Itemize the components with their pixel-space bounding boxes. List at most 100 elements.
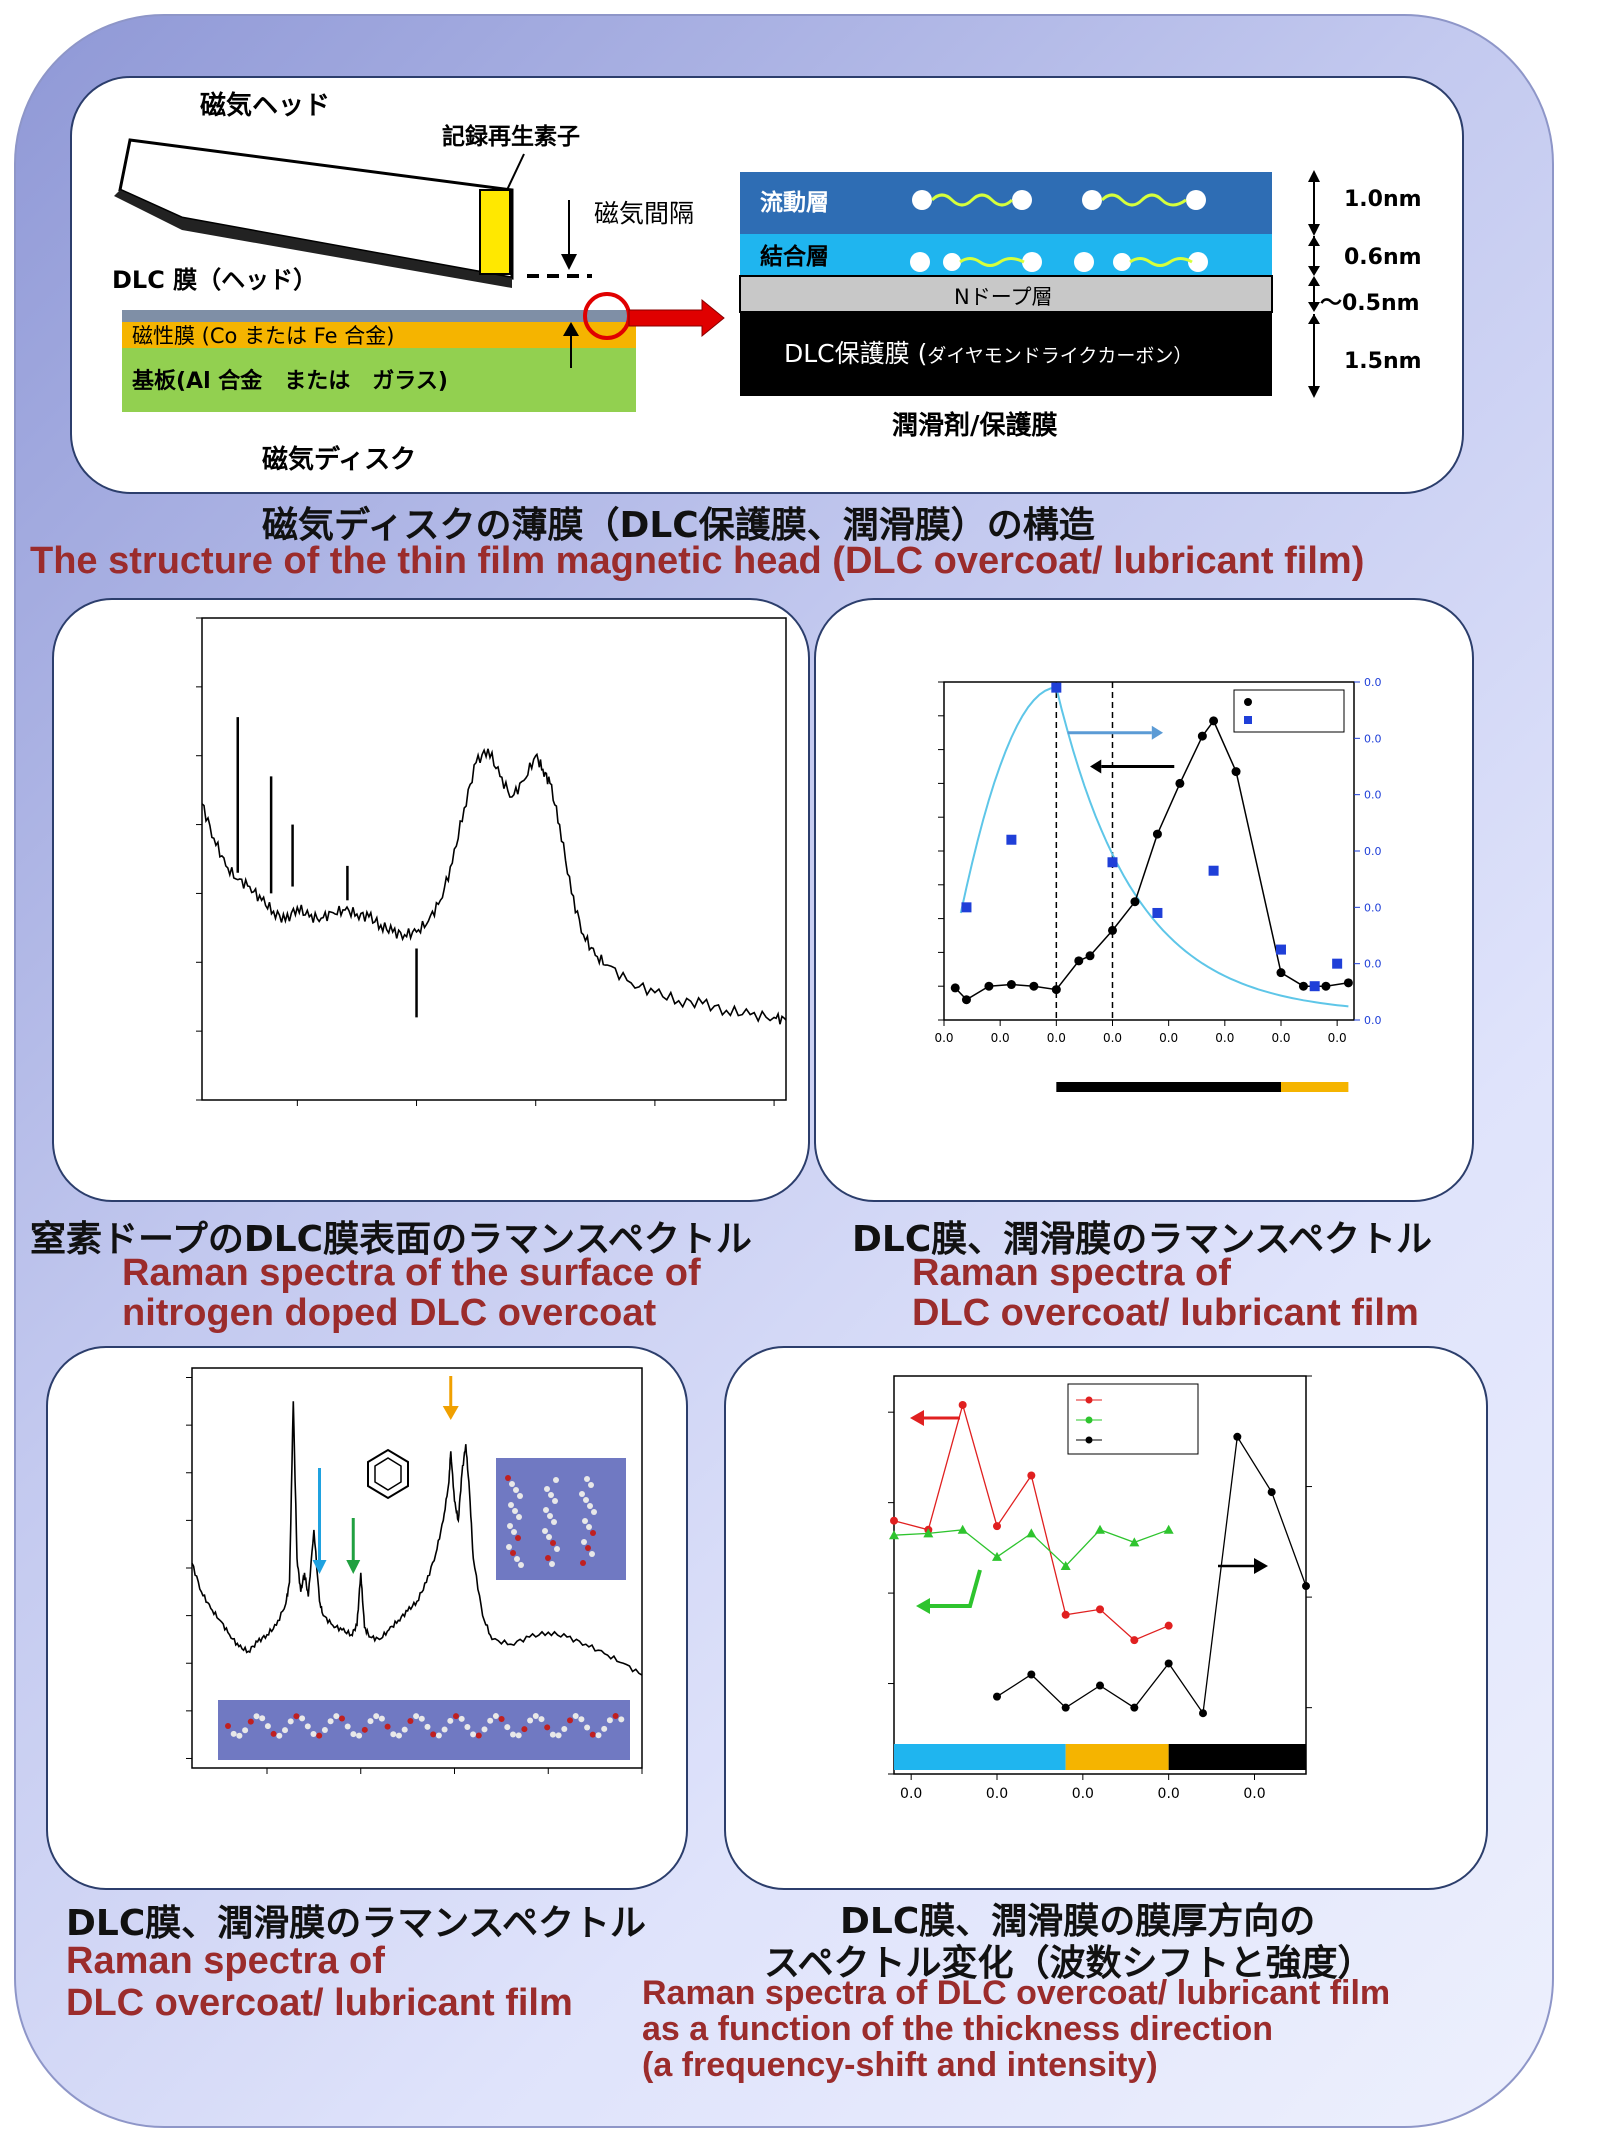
intensity-point — [1321, 981, 1331, 991]
molecule-atom — [546, 1534, 552, 1540]
chain-atom — [264, 1723, 271, 1730]
molecule-atom — [553, 1477, 559, 1483]
dlc-bar — [1056, 1082, 1281, 1092]
flow-layer-label: 流動層 — [760, 189, 829, 216]
molecule-atom — [543, 1507, 549, 1513]
molecule-atom — [589, 1551, 595, 1557]
ratio-point — [1309, 981, 1320, 992]
molecule-atom — [551, 1519, 557, 1525]
chain-atom — [424, 1723, 431, 1730]
blue-arrow-head — [312, 1560, 327, 1574]
dlc-head-label: DLC 膜（ヘッド） — [112, 266, 317, 294]
chain-atom — [470, 1731, 477, 1738]
intensity-point — [1051, 985, 1061, 995]
green-arrow-head — [346, 1560, 361, 1574]
x-tick-label: 0.0 — [1103, 1031, 1122, 1045]
thickness-flow: 1.0nm — [1344, 187, 1422, 212]
molecule-atom — [512, 1508, 518, 1514]
intensity-point — [1130, 897, 1140, 907]
x-tick-label: 0.0 — [934, 1031, 953, 1045]
y2-tick-label: 0.0 — [1364, 901, 1382, 914]
molecule-atom — [549, 1561, 555, 1567]
bond-layer-bar — [1065, 1744, 1169, 1770]
chain-atom — [521, 1726, 528, 1733]
magnetic-head-shape — [118, 138, 514, 280]
black-arrow-head — [1090, 759, 1102, 774]
molecule-atom — [588, 1482, 594, 1488]
molecule-atom — [518, 1562, 524, 1568]
series-point-0 — [1164, 1621, 1173, 1630]
intensity-point — [1029, 981, 1039, 991]
benzene-inner-ring — [374, 1457, 402, 1491]
chain-atom — [407, 1717, 414, 1724]
chain-atom — [396, 1732, 402, 1739]
molecule-atom — [590, 1530, 596, 1536]
x-tick-label: 0.0 — [1047, 1031, 1066, 1045]
molecule-atom — [508, 1502, 514, 1508]
plot-frame — [201, 617, 787, 1101]
chain-atom — [270, 1730, 277, 1737]
chain-atom — [549, 1731, 556, 1738]
magnetic-head-dlc-edge — [114, 190, 512, 288]
ratio-point — [1006, 834, 1017, 845]
chain-atom — [327, 1718, 334, 1725]
molecule-atom — [516, 1514, 522, 1520]
raman-lubricant-card — [46, 1346, 688, 1890]
caption-c1-en2: nitrogen doped DLC overcoat — [122, 1292, 657, 1334]
caption-c4-en2: as a function of the thickness direction — [642, 2010, 1273, 2048]
schematic-card: 磁気ヘッド 記録再生素子 磁気間隔 DLC 膜（ヘッド） 磁性膜 (Co または… — [70, 76, 1464, 494]
ratio-point — [1208, 865, 1219, 876]
x-tick-label: 0.0 — [986, 1786, 1008, 1802]
molecule-3d-image — [496, 1458, 626, 1580]
element-pointer — [506, 153, 525, 191]
caption-c1-jp: 窒素ドープのDLC膜表面のラマンスペクトル — [30, 1219, 752, 1260]
legend-box — [1233, 689, 1345, 733]
chain-atom — [310, 1731, 317, 1738]
chain-atom — [447, 1717, 454, 1724]
chain-atom — [242, 1727, 249, 1734]
series-point-2 — [1233, 1432, 1242, 1441]
series-point-2 — [1267, 1488, 1276, 1497]
y2-tick-label: 0.0 — [1364, 1014, 1382, 1027]
chain-atom — [225, 1723, 231, 1729]
chain-atom — [418, 1715, 425, 1722]
spectrum-line — [191, 1401, 643, 1676]
caption-c2-en2: DLC overcoat/ lubricant film — [912, 1292, 1419, 1334]
y2-tick-label: 0.0 — [1364, 732, 1382, 745]
left-arrow-green-head — [916, 1598, 930, 1614]
n-doped-layer — [739, 275, 1273, 313]
x-tick-label: 0.0 — [1159, 1031, 1178, 1045]
disk-magnetic-film — [122, 322, 636, 348]
molecule-atom — [510, 1550, 516, 1556]
molecule-atom — [584, 1476, 590, 1482]
chain-atom — [344, 1723, 351, 1730]
chain-atom — [230, 1730, 237, 1737]
thickness-dlc: 1.5nm — [1344, 349, 1422, 374]
chain-atom — [618, 1716, 625, 1723]
ratio-point — [1332, 958, 1343, 969]
chain-atom — [350, 1731, 357, 1738]
ratio-point — [1152, 907, 1163, 918]
caption-top-jp: 磁気ディスクの薄膜（DLC保護膜、潤滑膜）の構造 — [262, 505, 1095, 546]
depth-profile-card: 0.0 0.0 0.0 0.0 0.0 0.0 0.0 0.0 0.0 0.0 0.0 0.0 0.0 0… — [814, 598, 1474, 1202]
chain-atom — [299, 1715, 306, 1722]
molecule-atom — [542, 1528, 548, 1534]
series-point-1 — [889, 1530, 899, 1540]
molecule-atom — [509, 1481, 515, 1487]
chain-atom — [492, 1713, 499, 1720]
series-point-2 — [993, 1692, 1001, 1701]
molecule-atom — [550, 1540, 556, 1546]
legend-marker-ratio — [1244, 716, 1252, 724]
molecule-atom — [591, 1509, 597, 1515]
chain-atom — [276, 1732, 283, 1739]
series-point-0 — [1130, 1636, 1139, 1645]
caption-c4-en3: (a frequency-shift and intensity) — [642, 2046, 1158, 2084]
gap-arrow-up-head — [563, 322, 579, 336]
molecule-atom — [547, 1513, 553, 1519]
molecule-atom — [544, 1486, 550, 1492]
x-tick-label: 0.0 — [1271, 1031, 1290, 1045]
chain-atom — [282, 1727, 288, 1734]
ratio-point — [1275, 944, 1286, 955]
chain-atom — [333, 1713, 340, 1720]
bond-layer — [740, 234, 1272, 276]
